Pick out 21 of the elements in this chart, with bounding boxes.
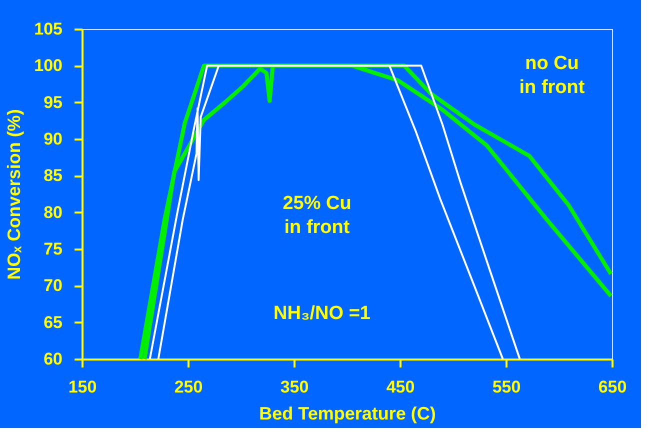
y-tick-label: 95 [44,92,62,112]
y-tick-label: 70 [44,276,62,296]
y-tick-label: 75 [44,240,62,258]
y-tick-label: 65 [44,312,62,332]
x-tick-label: 450 [386,378,415,396]
y-tick-label: 90 [44,130,62,148]
y-tick-label: 105 [34,20,62,38]
y-tick-label: 85 [44,166,62,186]
x-tick-label: 250 [174,378,203,396]
x-tick-label: 150 [68,378,97,396]
annotation: NH₃/NO =1 [274,303,371,324]
x-tick-label: 350 [280,378,309,396]
annotation: no Cu in front [519,53,586,98]
x-axis-title: Bed Temperature (C) [259,404,436,424]
y-tick-label: 100 [34,56,62,76]
y-tick-label: 60 [44,350,62,368]
x-tick-label: 550 [492,378,521,396]
y-tick-label: 80 [44,202,62,222]
x-tick-label: 650 [598,378,627,396]
y-axis-title: NOₓ Conversion (%) [4,109,24,280]
annotation: 25% Cu in front [282,193,352,238]
